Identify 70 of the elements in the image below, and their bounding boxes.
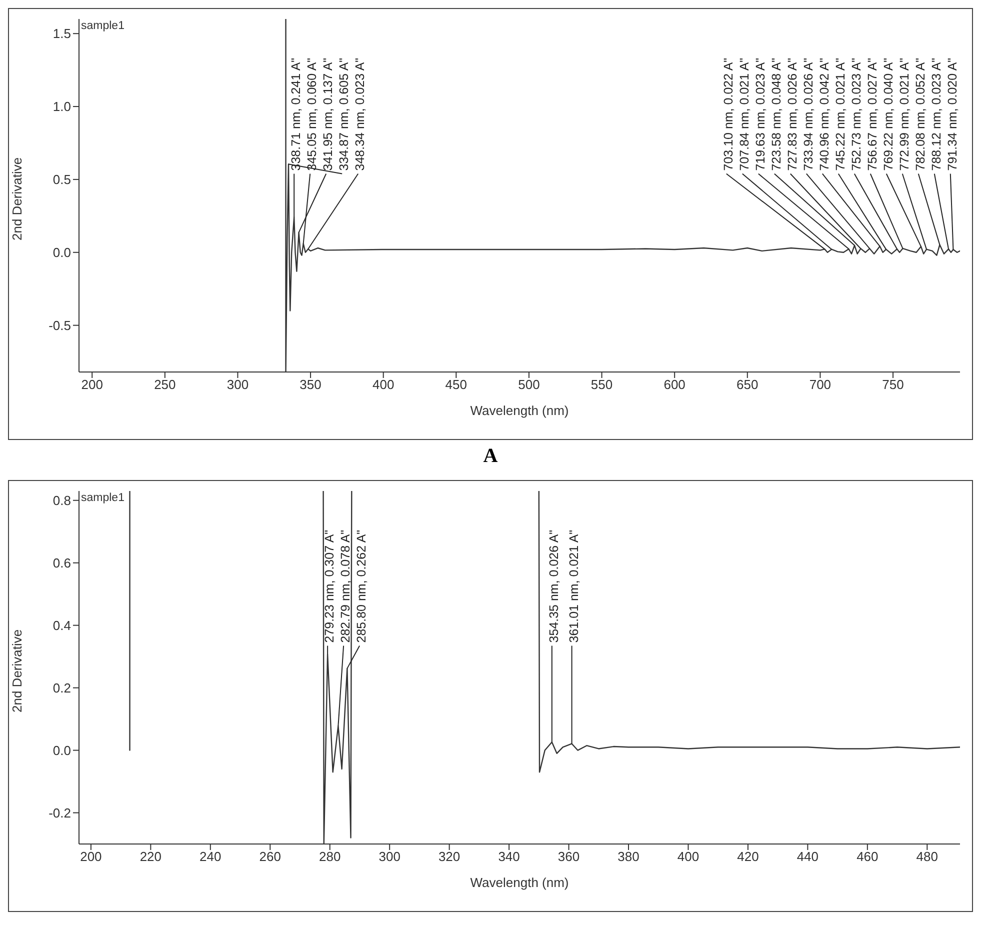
annotation: 348.34 nm, 0.023 A": [353, 58, 368, 171]
y-tick-label: 0.2: [52, 680, 71, 696]
annotation: 745.22 nm, 0.021 A": [833, 58, 848, 171]
text: A: [482, 445, 499, 468]
y-axis-title: 2nd Derivative: [10, 157, 25, 240]
x-axis-title: Wavelength (nm): [470, 403, 569, 418]
annotation: 341.95 nm, 0.137 A": [321, 58, 336, 171]
annotation: 733.94 nm, 0.026 A": [801, 58, 816, 171]
x-tick-label: 380: [618, 849, 640, 864]
y-tick-label: 0.0: [52, 742, 71, 758]
series-label: sample1: [81, 492, 124, 504]
annotation: 719.63 nm, 0.023 A": [753, 58, 768, 171]
annotation: 354.35 nm, 0.026 A": [546, 530, 561, 643]
x-tick-label: 240: [200, 849, 222, 864]
annotation: 772.99 nm, 0.021 A": [897, 58, 912, 171]
x-tick-label: 280: [319, 849, 341, 864]
x-tick-label: 450: [445, 377, 468, 392]
annotation: 282.79 nm, 0.078 A": [338, 530, 353, 643]
x-tick-label: 200: [81, 377, 103, 392]
x-tick-label: 650: [736, 377, 758, 392]
annotation: 788.12 nm, 0.023 A": [929, 58, 944, 171]
annotation: 782.08 nm, 0.052 A": [913, 58, 928, 171]
annotation: 723.58 nm, 0.048 A": [769, 58, 784, 171]
x-tick-label: 250: [154, 377, 176, 392]
x-tick-label: 600: [664, 377, 686, 392]
annotation: 361.01 nm, 0.021 A": [566, 530, 581, 643]
x-axis-title: Wavelength (nm): [470, 875, 569, 890]
x-tick-label: 220: [140, 849, 162, 864]
annotation: 756.67 nm, 0.027 A": [865, 58, 880, 171]
x-tick-label: 260: [259, 849, 281, 864]
annotation: 769.22 nm, 0.040 A": [881, 58, 896, 171]
x-tick-label: 500: [518, 377, 540, 392]
x-tick-label: 400: [372, 377, 394, 392]
annotation: 279.23 nm, 0.307 A": [322, 530, 337, 643]
y-tick-label: -0.2: [48, 805, 71, 820]
y-tick-label: -0.5: [48, 318, 71, 333]
annotation: 285.80 nm, 0.262 A": [354, 530, 369, 643]
annotation: 752.73 nm, 0.023 A": [849, 58, 864, 171]
y-tick-label: 0.6: [52, 555, 71, 570]
y-tick-label: 0.8: [52, 492, 71, 508]
x-tick-label: 440: [796, 849, 819, 864]
y-tick-label: 0.4: [52, 618, 71, 633]
annotation: 345.05 nm, 0.060 A": [305, 58, 320, 171]
annotation: 703.10 nm, 0.022 A": [721, 58, 736, 171]
x-tick-label: 750: [882, 377, 904, 392]
y-tick-label: 0.0: [52, 245, 71, 260]
annotation: 334.87 nm, 0.605 A": [337, 58, 352, 171]
x-tick-label: 350: [300, 377, 322, 392]
x-tick-label: 200: [80, 849, 102, 864]
annotation: 791.34 nm, 0.020 A": [945, 58, 960, 171]
x-tick-label: 460: [856, 849, 878, 864]
y-axis-title: 2nd Derivative: [10, 629, 25, 712]
x-tick-label: 700: [809, 377, 832, 392]
annotation: 338.71 nm, 0.241 A": [289, 58, 304, 171]
x-tick-label: 550: [590, 377, 613, 392]
x-tick-label: 360: [558, 849, 580, 864]
y-tick-label: 1.5: [52, 26, 71, 42]
x-tick-label: 340: [498, 849, 520, 864]
annotation: 740.96 nm, 0.042 A": [817, 58, 832, 171]
annotation: 727.83 nm, 0.026 A": [785, 58, 800, 171]
x-tick-label: 300: [226, 377, 249, 392]
x-tick-label: 480: [916, 849, 938, 864]
x-tick-label: 400: [677, 849, 700, 864]
x-tick-label: 320: [438, 849, 460, 864]
x-tick-label: 420: [737, 849, 759, 864]
text: sample1: [81, 20, 124, 32]
x-tick-label: 300: [378, 849, 400, 864]
y-tick-label: 1.0: [52, 99, 71, 114]
annotation: 707.84 nm, 0.021 A": [737, 58, 752, 171]
y-tick-label: 0.5: [52, 172, 71, 188]
